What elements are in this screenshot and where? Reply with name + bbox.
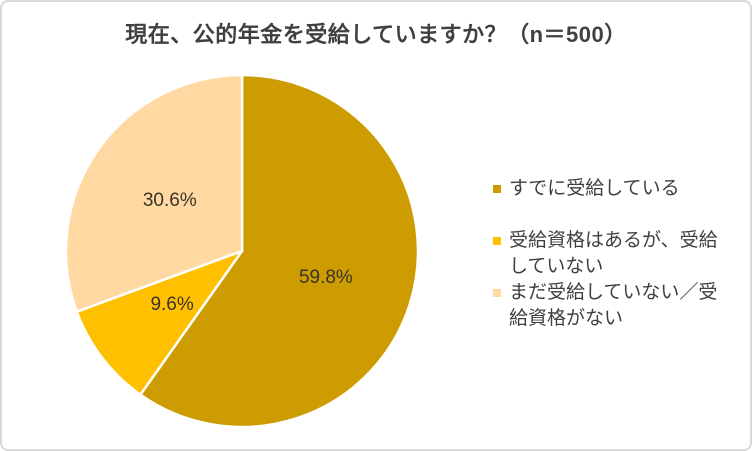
legend-swatch-eligible-not-receiving — [493, 237, 501, 245]
legend-item: まだ受給していない／受給資格がない — [493, 280, 731, 332]
pie-slice-label: 9.6% — [150, 294, 193, 315]
pie-slice — [64, 73, 244, 313]
pie-slice — [75, 249, 244, 396]
legend-label: まだ受給していない／受給資格がない — [509, 282, 718, 329]
pie-chart: 59.8% 9.6% 30.6% — [64, 73, 420, 429]
legend-swatch-already-receiving — [493, 185, 501, 193]
pie-slice — [139, 73, 420, 429]
legend-swatch-not-yet-receiving — [493, 289, 501, 297]
legend-item: 受給資格はあるが、受給していない — [493, 228, 731, 280]
legend-label: 受給資格はあるが、受給していない — [509, 230, 718, 277]
pie-slice-label: 59.8% — [299, 267, 353, 288]
chart-title: 現在、公的年金を受給していますか？（n＝500） — [125, 22, 627, 47]
legend-item: すでに受給している — [493, 176, 731, 202]
legend-label: すでに受給している — [509, 178, 680, 199]
pie-slice-label: 30.6% — [143, 190, 197, 211]
